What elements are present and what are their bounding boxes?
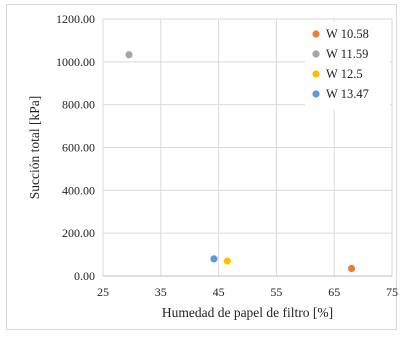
x-tick-label: 55: [270, 285, 282, 299]
y-tick-label: 1000.00: [56, 55, 95, 69]
y-tick-labels: 0.00 200.00 400.00 600.00 800.00 1000.00 1200.…: [56, 12, 95, 283]
data-point: [125, 51, 133, 59]
y-tick-label: 0.00: [74, 269, 95, 283]
y-tick-label: 600.00: [62, 141, 95, 155]
grid: [102, 18, 393, 276]
legend-label: W 10.58: [326, 27, 369, 41]
legend-label: W 13.47: [326, 87, 369, 101]
legend: W 10.58 W 11.59 W 12.5 W 13.47: [305, 22, 390, 110]
x-tick-label: 45: [213, 285, 225, 299]
y-axis-title: Succión total [kPa]: [27, 96, 42, 199]
legend-label: W 11.59: [326, 47, 368, 61]
x-tick-labels: 25 35 45 55 65 75: [97, 285, 398, 299]
y-tick-label: 1200.00: [56, 12, 95, 26]
legend-label: W 12.5: [326, 67, 363, 81]
data-point: [210, 255, 218, 263]
x-tick-label: 25: [97, 285, 109, 299]
x-tick-label: 35: [155, 285, 167, 299]
x-axis-title: Humedad de papel de filtro [%]: [162, 305, 333, 320]
x-tick-label: 75: [386, 285, 398, 299]
y-tick-label: 400.00: [62, 183, 95, 197]
legend-marker: [312, 30, 320, 38]
data-point: [347, 264, 356, 273]
data-points: [125, 51, 356, 273]
x-tick-label: 65: [328, 285, 340, 299]
legend-marker: [312, 50, 320, 58]
data-point: [223, 257, 231, 265]
y-tick-label: 200.00: [62, 226, 95, 240]
legend-marker: [312, 90, 320, 98]
legend-marker: [312, 70, 320, 78]
y-tick-label: 800.00: [62, 98, 95, 112]
